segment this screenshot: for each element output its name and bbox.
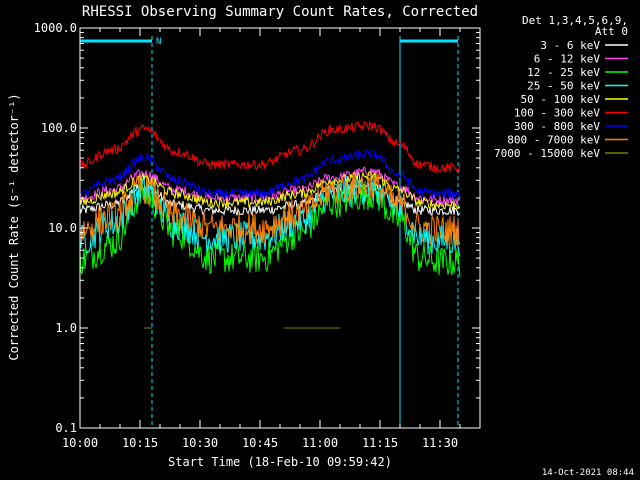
legend-entry-label: 300 - 800 keV <box>514 120 600 133</box>
y-tick-label: 1000.0 <box>34 21 77 35</box>
legend-entry-label: 6 - 12 keV <box>534 53 601 66</box>
legend-entry-label: 12 - 25 keV <box>527 66 600 79</box>
series-line-5 <box>79 171 461 210</box>
legend-header-line: Att 0 <box>595 25 628 38</box>
y-tick-label: 1.0 <box>55 321 77 335</box>
y-tick-label: 100.0 <box>41 121 77 135</box>
x-tick-label: 11:15 <box>362 436 398 450</box>
legend-header-line: Det 1,3,4,5,6,9, <box>522 14 628 27</box>
x-tick-label: 10:00 <box>62 436 98 450</box>
x-axis-title: Start Time (18-Feb-10 09:59:42) <box>168 455 392 469</box>
x-tick-label: 10:15 <box>122 436 158 450</box>
series-line-7 <box>79 148 461 199</box>
legend-entry-label: 100 - 300 keV <box>514 107 600 120</box>
x-tick-label: 10:30 <box>182 436 218 450</box>
series-line-3 <box>79 178 461 277</box>
legend-entry-label: 800 - 7000 keV <box>507 134 600 147</box>
x-axis: 10:00 10:15 10:30 10:45 11:00 11:15 11:30 <box>62 28 481 450</box>
legend-entry-label: 3 - 6 keV <box>540 39 600 52</box>
plot-area: N <box>79 27 481 429</box>
night-label: N <box>156 37 161 47</box>
legend-entry-label: 25 - 50 keV <box>527 80 600 93</box>
y-axis-title: Corrected Count Rate (s⁻¹ detector⁻¹) <box>7 93 21 360</box>
series-line-6 <box>79 120 461 174</box>
x-tick-label: 11:30 <box>422 436 458 450</box>
y-tick-label: 10.0 <box>48 221 77 235</box>
footer-timestamp: 14-Oct-2021 08:44 <box>542 468 634 478</box>
x-tick-label: 11:00 <box>302 436 338 450</box>
y-tick-label: 0.1 <box>55 421 77 435</box>
x-tick-label: 10:45 <box>242 436 278 450</box>
legend-entry-label: 50 - 100 keV <box>521 93 601 106</box>
legend-entry-label: 7000 - 15000 keV <box>494 147 600 160</box>
series-line-8 <box>79 172 461 247</box>
y-axis: 0.1 1.0 10.0 100.0 1000.0 <box>34 21 480 435</box>
chart-title: RHESSI Observing Summary Count Rates, Co… <box>82 4 478 20</box>
